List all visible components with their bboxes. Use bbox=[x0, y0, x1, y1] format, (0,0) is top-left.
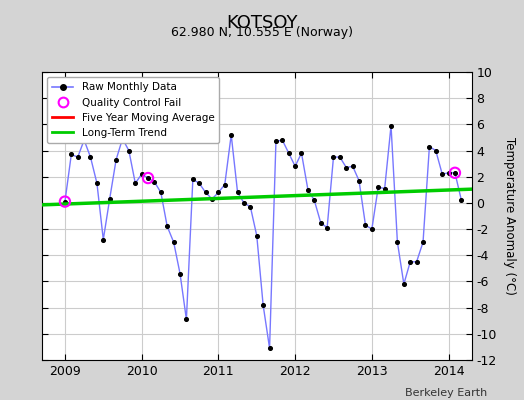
Point bbox=[112, 156, 121, 163]
Point bbox=[169, 239, 178, 245]
Point bbox=[144, 175, 152, 181]
Point bbox=[342, 164, 351, 171]
Point bbox=[61, 198, 69, 205]
Point bbox=[297, 150, 305, 156]
Point bbox=[304, 187, 312, 193]
Point bbox=[361, 222, 369, 228]
Point bbox=[285, 150, 293, 156]
Point bbox=[278, 137, 287, 143]
Point bbox=[336, 154, 344, 160]
Point bbox=[406, 259, 414, 265]
Point bbox=[412, 259, 421, 265]
Text: Berkeley Earth: Berkeley Earth bbox=[405, 388, 487, 398]
Point bbox=[265, 345, 274, 352]
Point bbox=[157, 189, 165, 196]
Point bbox=[329, 154, 337, 160]
Point bbox=[221, 181, 229, 188]
Point bbox=[451, 170, 459, 176]
Point bbox=[73, 154, 82, 160]
Point bbox=[291, 163, 299, 170]
Point bbox=[214, 189, 223, 196]
Point bbox=[374, 184, 383, 190]
Point bbox=[368, 226, 376, 232]
Point bbox=[246, 204, 255, 210]
Point bbox=[189, 176, 197, 182]
Point bbox=[61, 198, 69, 205]
Point bbox=[233, 189, 242, 196]
Point bbox=[259, 302, 267, 308]
Point bbox=[137, 171, 146, 177]
Point bbox=[227, 132, 235, 138]
Point bbox=[195, 180, 203, 186]
Point bbox=[125, 147, 133, 154]
Point bbox=[240, 200, 248, 206]
Legend: Raw Monthly Data, Quality Control Fail, Five Year Moving Average, Long-Term Tren: Raw Monthly Data, Quality Control Fail, … bbox=[47, 77, 220, 143]
Point bbox=[131, 180, 139, 186]
Point bbox=[432, 147, 440, 154]
Point bbox=[67, 151, 75, 158]
Point bbox=[150, 179, 159, 185]
Point bbox=[118, 136, 127, 142]
Y-axis label: Temperature Anomaly (°C): Temperature Anomaly (°C) bbox=[503, 137, 516, 295]
Text: KOTSOY: KOTSOY bbox=[226, 14, 298, 32]
Point bbox=[457, 197, 466, 204]
Point bbox=[419, 239, 427, 245]
Point bbox=[253, 232, 261, 239]
Point bbox=[380, 185, 389, 192]
Point bbox=[86, 154, 95, 160]
Point bbox=[444, 170, 453, 176]
Point bbox=[438, 171, 446, 177]
Point bbox=[176, 270, 184, 277]
Point bbox=[201, 189, 210, 196]
Point bbox=[163, 223, 171, 230]
Point bbox=[393, 239, 401, 245]
Point bbox=[93, 180, 101, 186]
Point bbox=[208, 196, 216, 202]
Point bbox=[310, 197, 319, 204]
Point bbox=[323, 224, 331, 231]
Point bbox=[425, 144, 433, 150]
Point bbox=[355, 178, 363, 184]
Point bbox=[105, 196, 114, 202]
Point bbox=[144, 175, 152, 181]
Point bbox=[387, 122, 395, 129]
Point bbox=[182, 316, 191, 323]
Text: 62.980 N, 10.555 E (Norway): 62.980 N, 10.555 E (Norway) bbox=[171, 26, 353, 39]
Point bbox=[272, 138, 280, 144]
Point bbox=[348, 163, 357, 170]
Point bbox=[316, 219, 325, 226]
Point bbox=[80, 137, 89, 143]
Point bbox=[99, 236, 107, 243]
Point bbox=[451, 170, 459, 176]
Point bbox=[400, 281, 408, 287]
